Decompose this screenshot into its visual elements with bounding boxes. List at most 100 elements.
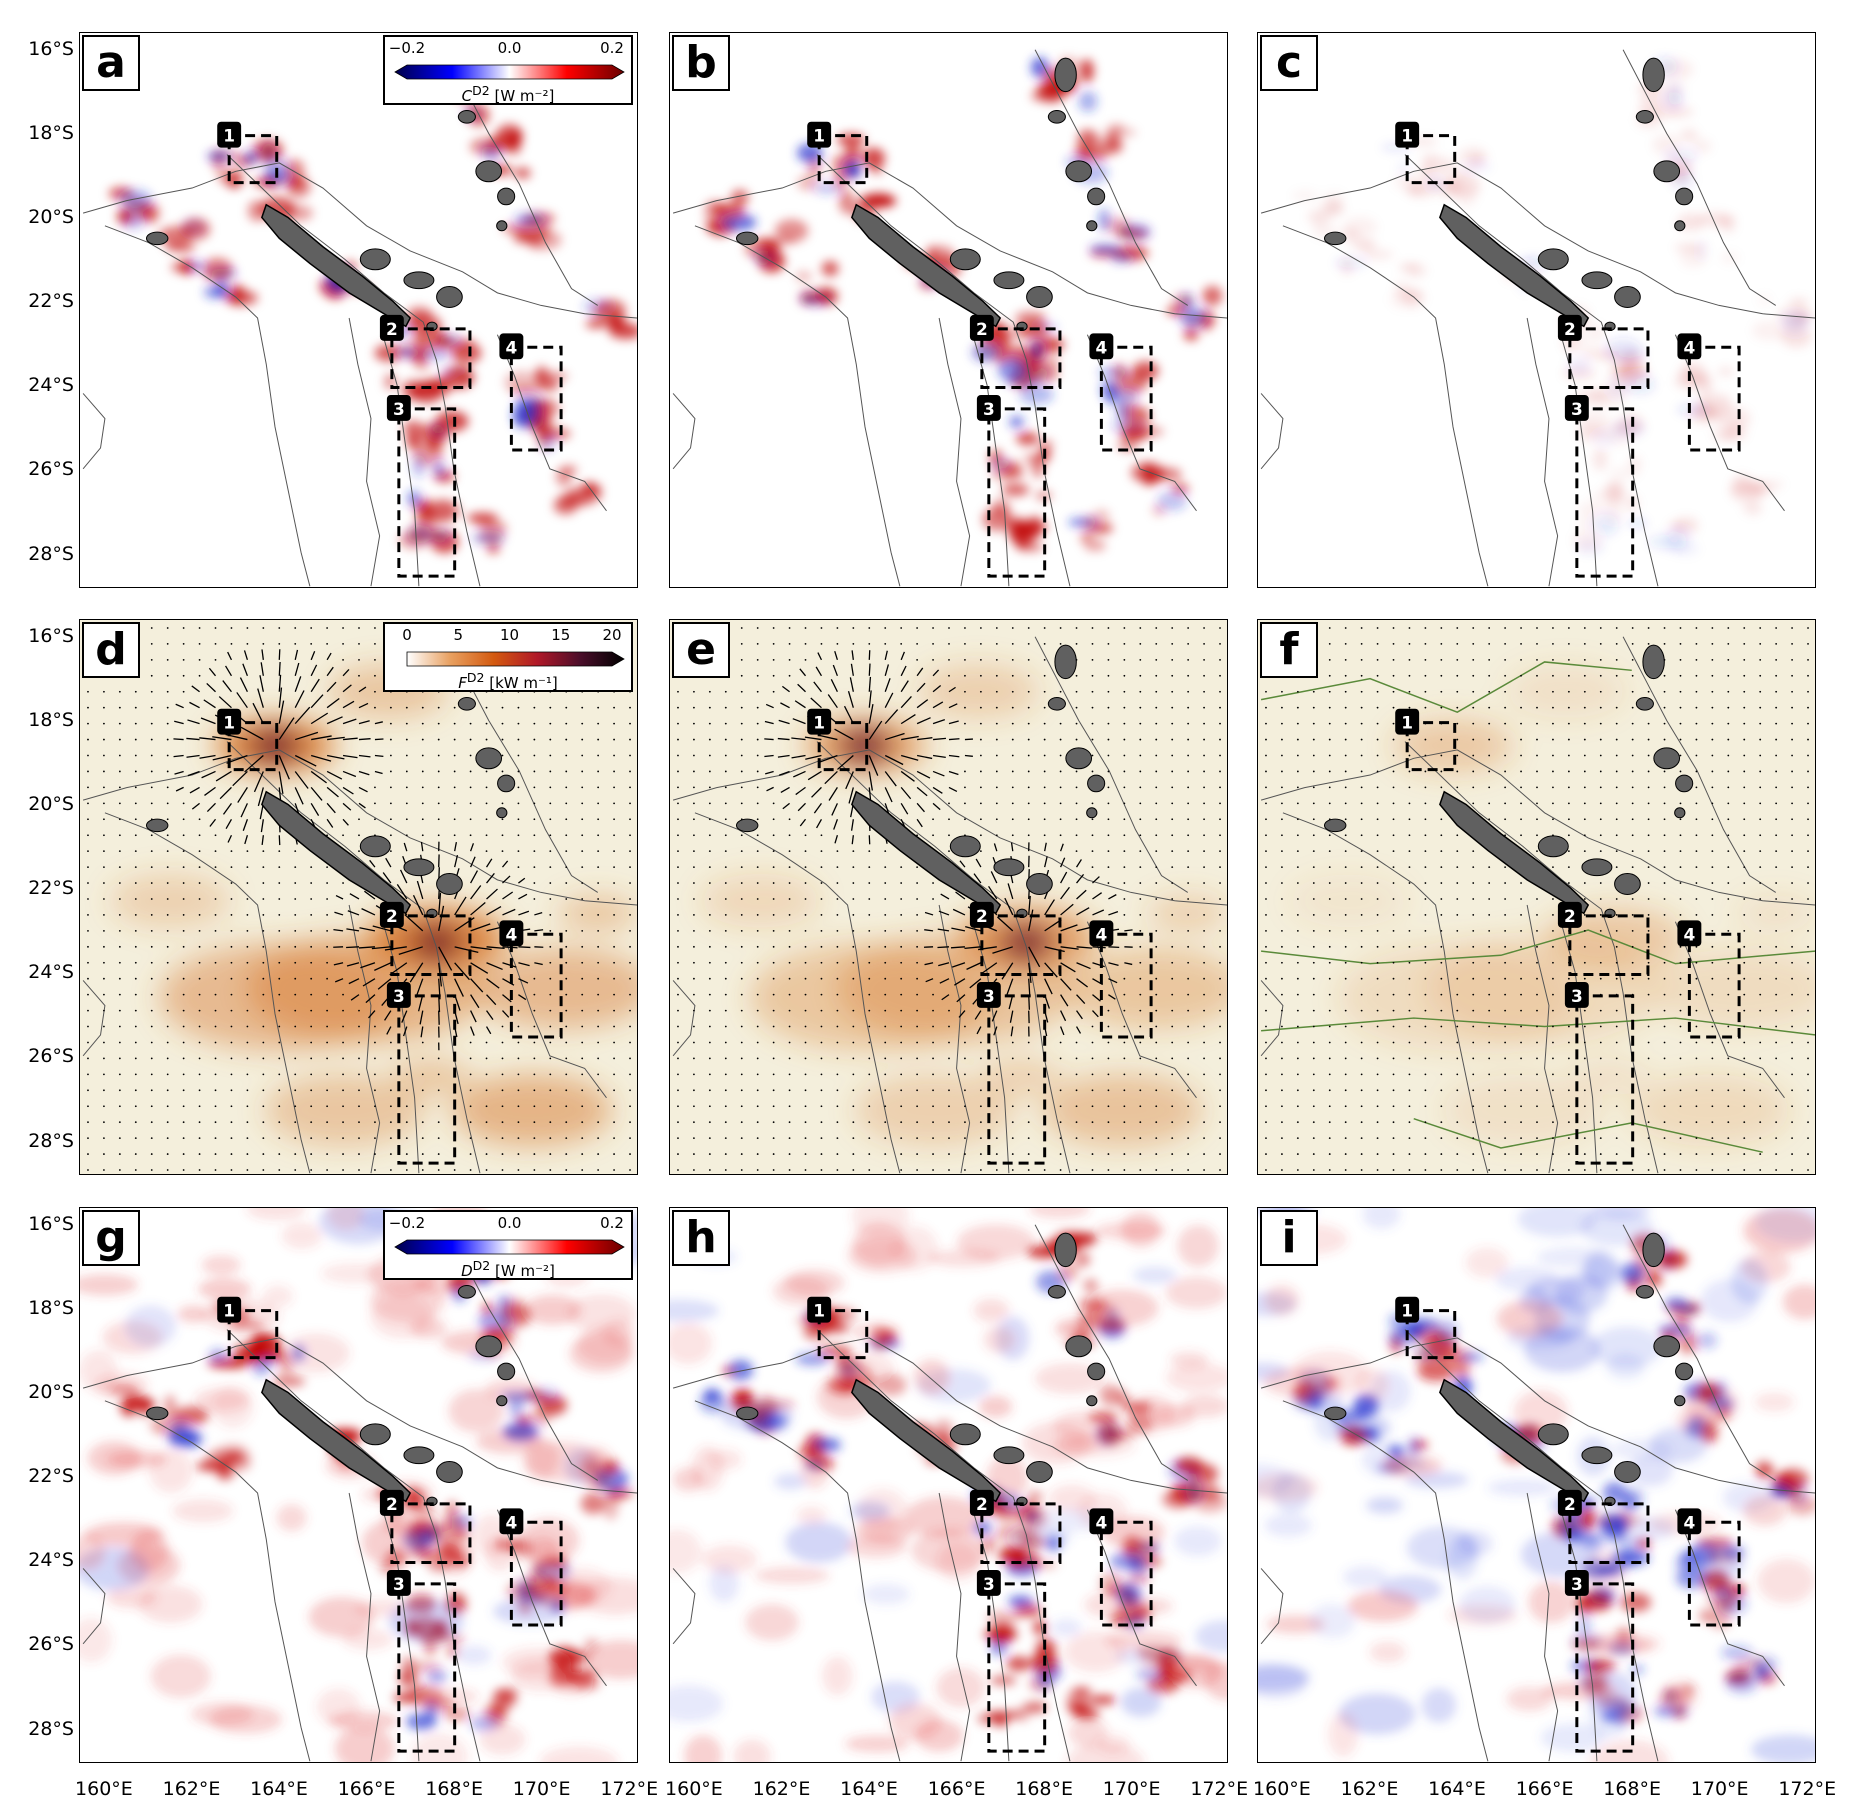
vector-dot [1727,834,1730,837]
flux-arrow [218,696,232,709]
flux-arrow [940,893,950,900]
vector-dot [1281,1057,1283,1060]
vector-dot [1711,1025,1714,1028]
vector-dot [310,1025,313,1028]
vector-dot [1456,770,1459,773]
field-blob [198,1278,252,1301]
vector-dot [87,818,89,821]
vector-dot [756,850,759,853]
vector-dot [1408,1137,1411,1140]
vector-dot [1219,1057,1221,1060]
vector-dot [214,1169,217,1171]
vector-dot [916,929,919,932]
vector-dot [166,690,169,693]
vector-dot [740,1169,743,1171]
vector-dot [134,770,137,773]
vector-dot [134,929,137,932]
vector-dot [1392,1105,1395,1108]
vector-dot [1392,914,1395,916]
flux-arrow [438,905,445,931]
vector-dot [1392,818,1395,821]
vector-dot [979,738,982,741]
vector-dot [1695,706,1698,709]
depth-contour [348,904,381,1174]
vector-dot [868,914,871,916]
vector-dot [1376,1153,1379,1155]
vector-dot [708,1057,711,1060]
depth-contour [1034,49,1189,306]
vector-dot [1743,898,1746,900]
vector-dot [788,627,791,629]
vector-dot [1139,706,1142,709]
field-blob [956,1224,1036,1260]
vector-dot [1376,977,1379,980]
region-box-1 [817,134,869,185]
vector-dot [1472,1009,1475,1012]
field-blob [1183,327,1199,341]
vector-dot [1155,1089,1158,1092]
vector-dot [852,1009,855,1012]
field-blob [433,335,452,351]
flux-arrow [416,880,424,900]
flux-arrow [1044,899,1055,916]
vector-dot [1743,1137,1746,1140]
vector-dot [756,914,759,916]
depth-contour [226,741,481,1174]
vector-dot [198,945,201,948]
island [359,835,391,858]
vector-dot [1281,866,1283,869]
flux-arrow [200,717,216,725]
vector-dot [1281,1169,1283,1171]
depth-contour [82,749,637,906]
vector-dot [820,914,823,916]
vector-dot [1599,850,1602,853]
vector-dot [1187,929,1190,932]
vector-dot [1488,1009,1491,1012]
vector-dot [1631,706,1634,709]
vector-dot [1155,1169,1158,1171]
vector-dot [1695,627,1698,629]
flux-blob [1630,1074,1791,1147]
vector-dot [1536,1169,1538,1171]
vector-dot [326,882,329,884]
vector-dot [87,1121,89,1124]
flux-arrow [1060,924,1078,932]
vector-dot [1631,961,1634,964]
region-number: 2 [1564,319,1576,339]
vector-dot [342,1169,344,1171]
vector-dot [1296,1009,1299,1012]
field-blob [1089,243,1122,254]
vector-dot [1027,738,1030,741]
vector-dot [1647,945,1650,948]
vector-dot [166,1041,169,1044]
vector-dot [310,1089,313,1092]
flux-arrow [349,893,360,900]
vector-dot [182,914,185,916]
field-blob [94,1372,149,1400]
vector-dot [1775,1041,1778,1044]
vector-dot [87,1169,89,1171]
vector-dot [1743,1057,1746,1060]
flux-arrow [1028,962,1032,983]
vector-dot [693,1089,695,1092]
vector-dot [103,977,105,980]
vector-dot [1376,690,1379,693]
vector-dot [693,850,695,853]
vector-dot [421,1169,424,1171]
vector-dot [134,1089,137,1092]
region-number: 1 [223,713,235,733]
vector-dot [421,834,424,837]
vector-dot [597,1153,600,1155]
vector-dot [1360,770,1363,773]
flux-blob [159,943,399,1051]
vector-dot [1075,643,1078,645]
vector-dot [932,1025,934,1028]
region-number: 3 [983,986,995,1006]
vector-dot [1536,738,1538,741]
flux-arrow [333,962,344,966]
vector-dot [118,945,121,948]
vector-dot [1203,898,1205,900]
vector-dot [549,1169,552,1171]
vector-dot [182,1057,185,1060]
